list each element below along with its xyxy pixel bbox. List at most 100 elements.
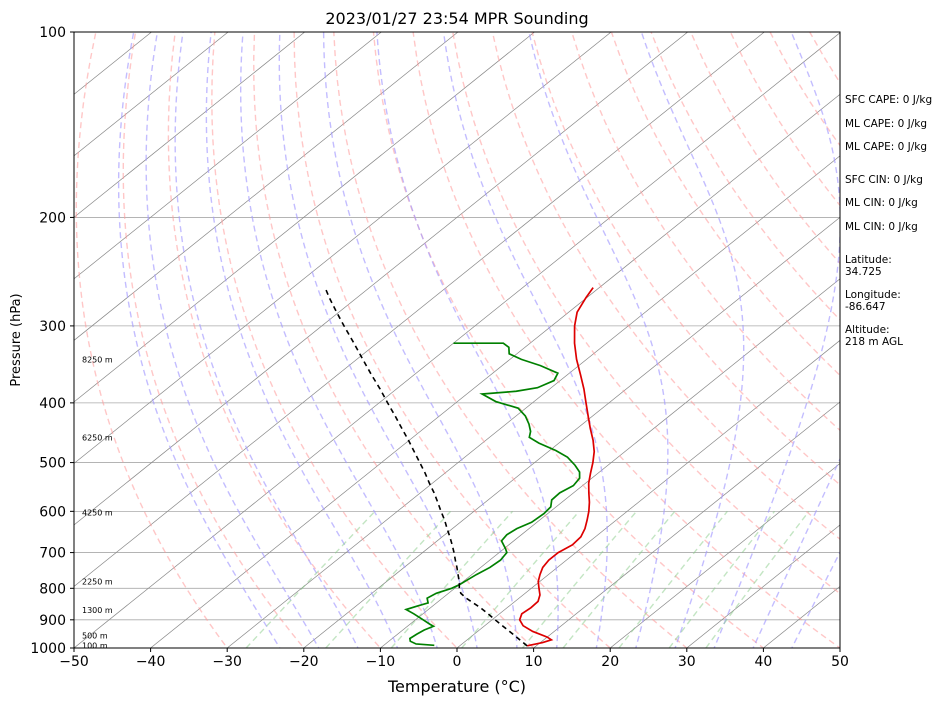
x-tick-label: −50: [59, 654, 89, 670]
x-axis-label: Temperature (°C): [387, 677, 526, 696]
ml-cape-stat: ML CAPE: 0 J/kg: [845, 118, 928, 130]
mixing-ratio-line: [668, 510, 776, 648]
isotherm-line: [533, 401, 840, 648]
moist-adiabat-line: [640, 32, 745, 648]
moist-adiabat-line: [117, 32, 281, 648]
parcel-profile-line: [324, 287, 528, 647]
y-tick-label: 600: [39, 504, 66, 520]
moist-adiabat-line: [145, 32, 320, 648]
height-label: 6250 m: [82, 433, 113, 442]
ml-cape-stat: ML CAPE: 0 J/kg: [845, 141, 928, 153]
moist-adiabat-line: [376, 32, 559, 648]
latitude-stat: Latitude: 34.725: [845, 254, 892, 278]
moist-adiabat-line: [205, 32, 399, 648]
y-axis: 100 200 300 400 500 600 700 800 900 1000: [30, 25, 74, 657]
isotherm-line: [74, 32, 382, 280]
isotherm-line: [74, 32, 306, 218]
height-label: 8250 m: [82, 355, 113, 364]
dry-adiabat-line: [333, 32, 688, 648]
mixing-ratio-line: [562, 510, 676, 648]
isotherm-line: [609, 462, 840, 648]
mixing-ratio-line: [705, 510, 810, 648]
height-label: 1300 m: [82, 606, 113, 615]
dry-adiabat-line: [650, 32, 840, 321]
isotherm-line: [74, 32, 153, 95]
y-tick-label: 900: [39, 613, 66, 629]
plot-data-layer: [324, 287, 596, 647]
x-tick-label: −10: [366, 654, 396, 670]
dry-adiabat-line: [929, 32, 946, 661]
sfc-cin-stat: SFC CIN: 0 J/kg: [845, 174, 923, 186]
x-tick-label: 50: [831, 654, 849, 670]
isotherm-line: [74, 32, 229, 157]
mixing-ratio-line: [461, 510, 580, 648]
mixing-ratio-line: [390, 510, 514, 648]
moist-adiabat-line: [713, 32, 840, 648]
y-tick-label: 400: [39, 396, 66, 412]
height-label: 500 m: [82, 632, 108, 641]
moist-adiabat-line: [528, 32, 669, 648]
isotherm-line: [379, 278, 840, 648]
x-tick-label: 40: [754, 654, 772, 670]
dry-adiabat-line: [571, 32, 840, 432]
y-tick-label: 1000: [30, 641, 66, 657]
dry-adiabat-line: [531, 32, 840, 486]
ml-cin-stat: ML CIN: 0 J/kg: [845, 197, 918, 209]
dry-adiabat-line: [372, 32, 765, 648]
moist-adiabat-line: [174, 32, 359, 648]
longitude-stat: Longitude: -86.647: [845, 289, 901, 313]
dry-adiabat-line: [452, 32, 840, 595]
height-label: 4250 m: [82, 509, 113, 518]
y-tick-label: 800: [39, 581, 66, 597]
dry-adiabat-line: [412, 32, 840, 648]
sfc-cape-stat: SFC CAPE: 0 J/kg: [845, 94, 933, 106]
moist-adiabat-line: [278, 32, 478, 648]
chart-title: 2023/01/27 23:54 MPR Sounding: [325, 9, 588, 28]
isotherm-line: [686, 524, 840, 648]
dry-adiabat-line: [610, 32, 840, 377]
y-tick-label: 500: [39, 456, 66, 472]
dry-adiabat-line: [211, 32, 458, 648]
temperature-profile-line: [518, 287, 596, 647]
x-tick-label: −30: [212, 654, 242, 670]
isotherm-line: [150, 93, 840, 648]
y-tick-label: 300: [39, 319, 66, 335]
ml-cin-stat: ML CIN: 0 J/kg: [845, 221, 918, 233]
y-tick-label: 700: [39, 546, 66, 562]
isotherm-line: [74, 32, 612, 464]
y-tick-label: 100: [39, 25, 66, 41]
isotherm-line: [226, 155, 840, 648]
dry-adiabat-line: [491, 32, 840, 540]
mixing-ratio-line: [325, 510, 452, 648]
isotherm-line: [303, 216, 840, 648]
x-tick-label: 10: [525, 654, 543, 670]
isotherm-line: [74, 32, 840, 648]
moist-adiabat-line: [442, 32, 608, 648]
dewpoint-profile-line: [403, 342, 581, 647]
y-axis-label: Pressure (hPa): [9, 293, 24, 386]
moist-adiabat-line: [322, 32, 518, 648]
dry-adiabat-line: [75, 32, 229, 648]
mixing-ratio-line: [245, 510, 376, 648]
x-tick-label: 0: [453, 654, 462, 670]
height-label: 2250 m: [82, 578, 113, 587]
x-tick-label: 20: [601, 654, 619, 670]
x-axis: −50 −40 −30 −20 −10 0 10 20 30 40 50: [59, 648, 849, 670]
altitude-stat: Altitude: 218 m AGL: [845, 324, 903, 348]
dry-adiabat-line: [122, 32, 305, 648]
mixing-ratio-line: [521, 510, 638, 648]
y-tick-label: 200: [39, 210, 66, 226]
dry-adiabat-line: [167, 32, 382, 648]
isotherm-line: [74, 32, 765, 587]
isotherm-line: [74, 32, 689, 526]
height-label: 100 m: [82, 641, 108, 650]
mixing-ratio-line: [618, 510, 728, 648]
isotherm-line: [456, 339, 840, 648]
x-tick-label: −40: [136, 654, 166, 670]
plot-background: [74, 32, 946, 661]
dry-adiabat-line: [253, 32, 535, 648]
x-tick-label: −20: [289, 654, 319, 670]
isotherm-line: [74, 32, 536, 403]
